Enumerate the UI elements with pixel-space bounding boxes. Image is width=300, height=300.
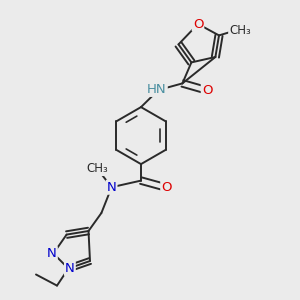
Text: N: N [107, 181, 116, 194]
Text: CH₃: CH₃ [87, 162, 108, 175]
Text: N: N [65, 262, 75, 275]
Text: O: O [193, 17, 203, 31]
Text: HN: HN [147, 83, 167, 96]
Text: O: O [161, 181, 172, 194]
Text: CH₃: CH₃ [229, 23, 251, 37]
Text: N: N [47, 247, 57, 260]
Text: O: O [202, 83, 212, 97]
